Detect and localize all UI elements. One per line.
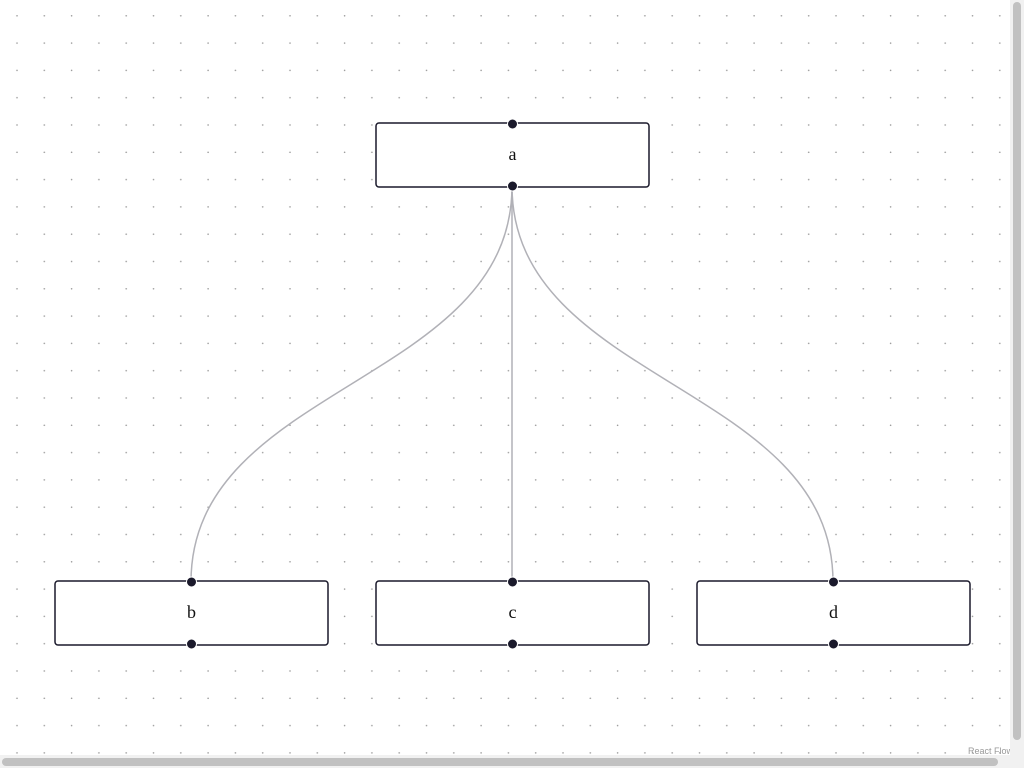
nodes: a b c d xyxy=(54,118,971,650)
handle[interactable] xyxy=(507,638,518,650)
node-label: a xyxy=(509,144,517,164)
scroll-thumb[interactable] xyxy=(1013,2,1021,740)
node-label: d xyxy=(829,602,838,622)
handle[interactable] xyxy=(507,576,518,588)
handle[interactable] xyxy=(186,576,197,588)
scroll-thumb[interactable] xyxy=(2,758,998,766)
node-label: b xyxy=(187,602,196,622)
attribution[interactable]: React Flow xyxy=(968,746,1010,756)
handle[interactable] xyxy=(828,576,839,588)
handle[interactable] xyxy=(507,180,518,192)
handle[interactable] xyxy=(507,118,518,130)
node-label: c xyxy=(509,602,517,622)
vertical-scrollbar[interactable] xyxy=(1010,0,1024,755)
edge xyxy=(190,185,513,583)
horizontal-scrollbar[interactable] xyxy=(0,755,1024,768)
edge xyxy=(511,185,834,583)
handle[interactable] xyxy=(186,638,197,650)
diagram: a b c d xyxy=(0,0,1010,755)
handle[interactable] xyxy=(828,638,839,650)
